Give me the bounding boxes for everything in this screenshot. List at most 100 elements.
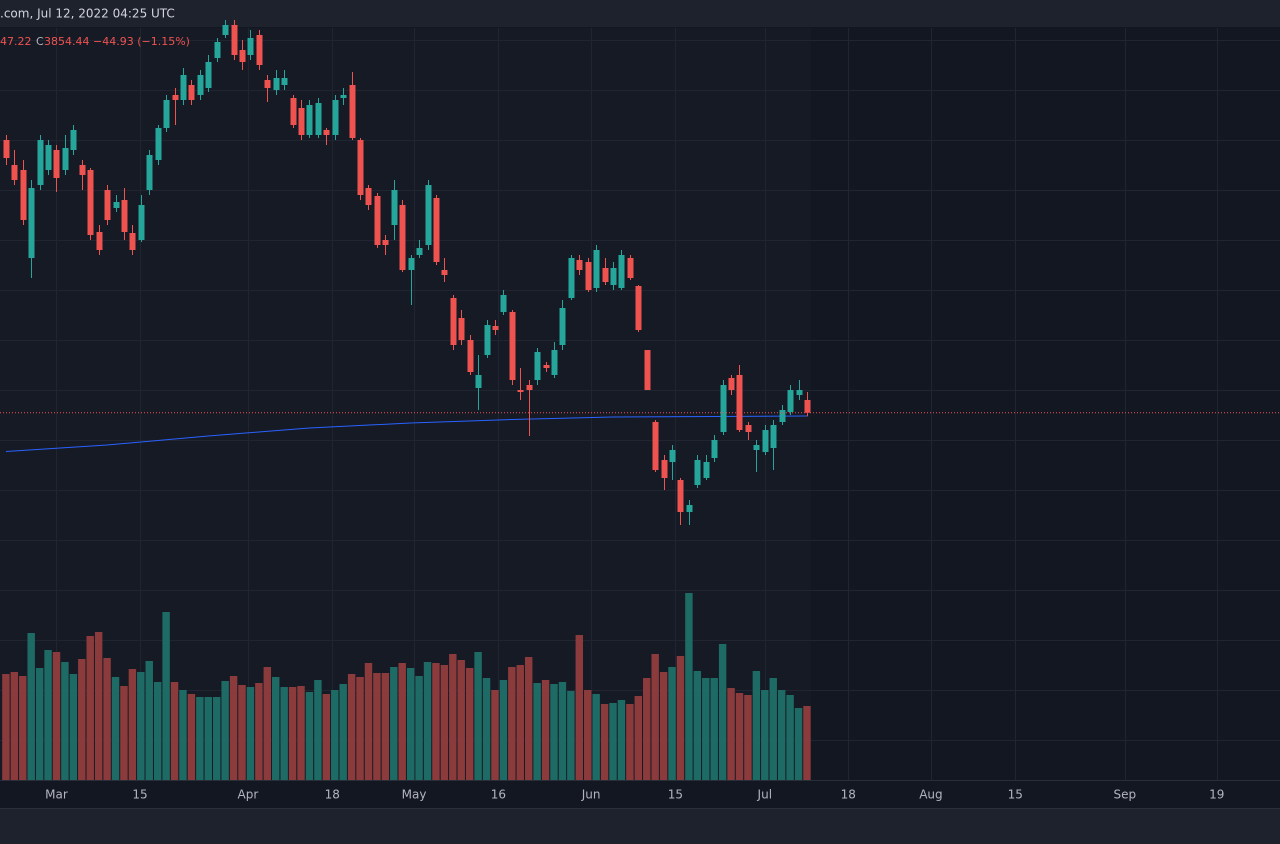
volume-bar — [406, 668, 415, 780]
candle-body — [627, 258, 634, 278]
volume-bar — [567, 691, 575, 780]
volume-bar — [263, 667, 272, 780]
candle-body — [585, 262, 592, 290]
x-tick-label: Jul — [757, 788, 772, 802]
candle-body — [720, 385, 727, 432]
volume-bar — [52, 652, 61, 780]
volume-bar — [170, 682, 179, 780]
candle-body — [62, 148, 69, 170]
candle-body — [247, 38, 254, 55]
volume-bar — [676, 656, 685, 780]
volume-bar — [94, 632, 103, 780]
candle-body — [129, 233, 136, 250]
candle-body — [736, 375, 743, 430]
volume-bar — [238, 685, 246, 780]
volume-bar — [229, 676, 238, 780]
volume-bar — [288, 687, 297, 780]
candle-body — [281, 78, 288, 85]
volume-bar — [61, 662, 69, 780]
candle-body — [113, 202, 120, 208]
candle-body — [728, 378, 735, 390]
top-bar — [0, 0, 1280, 27]
volume-bar — [423, 662, 432, 780]
volume-bar — [575, 635, 584, 780]
candle-body — [644, 350, 651, 390]
candle-body — [408, 258, 415, 270]
candle-body — [332, 100, 339, 135]
candle-body — [433, 198, 440, 262]
header-close-prefix: C — [36, 35, 44, 48]
plot-layer: Mar 15 Apr 18 May 16 Jun 15 Jul 18 Aug 15 Sep 19 — [0, 20, 1280, 802]
candle-body — [593, 250, 600, 288]
volume-bar — [803, 706, 811, 780]
volume-bar — [440, 665, 449, 780]
candle-body — [163, 100, 170, 128]
volume-bar — [212, 697, 221, 780]
volume-bar — [769, 678, 777, 780]
volume-bar — [744, 695, 752, 780]
volume-bar — [128, 669, 137, 780]
candle-body — [104, 190, 111, 220]
candle-body — [610, 268, 617, 285]
volume-bar — [356, 677, 364, 780]
candle-body — [315, 103, 322, 135]
volume-bar — [634, 696, 643, 780]
volume-bar — [558, 682, 567, 780]
candle-body — [509, 312, 516, 380]
candle-body — [197, 75, 204, 95]
candle-body — [745, 425, 752, 432]
volume-bar — [432, 663, 440, 780]
volume-bar — [710, 678, 718, 780]
volume-bar — [718, 644, 727, 780]
candle-body — [323, 130, 330, 135]
volume-bar — [272, 677, 280, 780]
volume-bar — [474, 652, 482, 780]
candle-body — [87, 170, 94, 235]
volume-bar — [187, 694, 196, 780]
candle-body — [374, 196, 381, 245]
candle-body — [357, 140, 364, 195]
candle-body — [787, 390, 794, 412]
candle-body — [526, 385, 533, 390]
candle-body — [500, 295, 507, 312]
header-change: −44.93 (−1.15%) — [93, 35, 190, 48]
volume-bar — [27, 633, 35, 780]
candle-body — [214, 42, 221, 58]
candle-body — [458, 318, 465, 340]
candle-body — [568, 258, 575, 298]
candle-body — [602, 268, 609, 282]
volume-bar — [120, 686, 128, 780]
volume-bar — [78, 659, 86, 780]
volume-bar — [609, 703, 617, 780]
candle-body — [53, 150, 60, 178]
candle-body — [28, 188, 35, 258]
x-tick-label: 15 — [668, 788, 683, 802]
volume-bar — [69, 674, 78, 780]
volume-bar — [482, 678, 491, 780]
candle-body — [779, 410, 786, 422]
volume-bar — [221, 681, 229, 780]
volume-bar — [162, 612, 170, 780]
volume-bar — [465, 668, 474, 780]
x-tick-label: 16 — [491, 788, 506, 802]
x-tick-label: Apr — [238, 788, 259, 802]
candle-body — [264, 80, 271, 88]
volume-bar — [457, 660, 465, 780]
x-tick-label: 19 — [1209, 788, 1224, 802]
candle-body — [517, 390, 524, 392]
volume-bar — [735, 693, 744, 780]
volume-bar — [10, 672, 19, 780]
candle-body — [20, 170, 27, 220]
volume-bar — [600, 704, 609, 780]
candle-body — [222, 25, 229, 35]
candle-body — [534, 352, 541, 380]
x-tick-label: Mar — [45, 788, 68, 802]
candle-body — [425, 185, 432, 245]
volume-bar — [584, 690, 592, 780]
volume-bar — [752, 671, 761, 780]
volume-bar — [491, 690, 499, 780]
candle-body — [79, 165, 86, 175]
volume-bar — [179, 690, 187, 780]
